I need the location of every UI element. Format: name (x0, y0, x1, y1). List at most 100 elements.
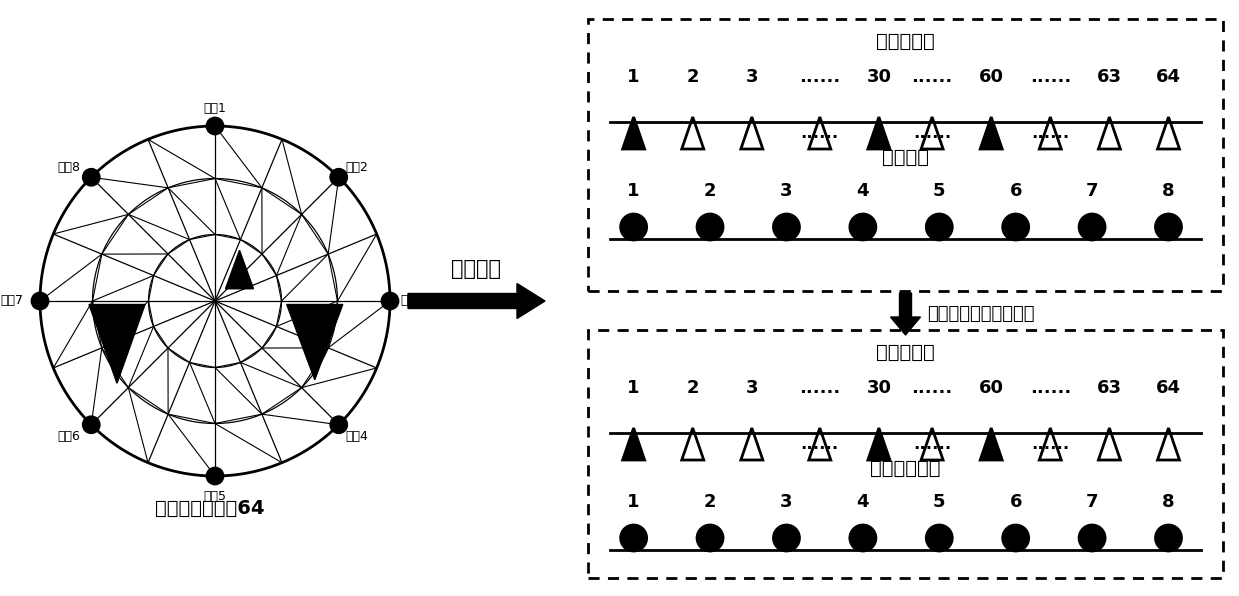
Text: 天线阵元编号: 天线阵元编号 (870, 458, 940, 477)
Circle shape (32, 293, 48, 309)
Text: 64: 64 (1156, 68, 1181, 86)
Text: ......: ...... (913, 435, 952, 453)
Text: 3: 3 (781, 182, 793, 200)
Circle shape (773, 214, 799, 240)
Text: 有限元剖分数为64: 有限元剖分数为64 (155, 498, 265, 517)
Bar (589, 19, 1223, 291)
Text: ......: ...... (1031, 124, 1069, 142)
Circle shape (850, 525, 876, 551)
Text: ......: ...... (799, 379, 840, 397)
Text: 1: 1 (627, 379, 639, 397)
Circle shape (331, 169, 347, 185)
Polygon shape (741, 117, 763, 149)
Polygon shape (980, 117, 1002, 149)
Text: 电极4: 电极4 (346, 430, 368, 443)
Text: ......: ...... (912, 68, 953, 86)
Text: 电极6: 电极6 (58, 430, 81, 443)
Text: ......: ...... (912, 379, 953, 397)
Circle shape (1002, 525, 1028, 551)
Text: 电极2: 电极2 (346, 161, 368, 174)
Text: 6: 6 (1010, 182, 1022, 200)
Text: 电极5: 电极5 (203, 489, 227, 502)
Polygon shape (681, 428, 704, 460)
Polygon shape (741, 428, 763, 460)
Text: 电极3: 电极3 (400, 294, 424, 308)
Text: 7: 7 (1085, 493, 1098, 511)
Polygon shape (225, 250, 254, 288)
Text: 4: 4 (856, 493, 869, 511)
Circle shape (83, 169, 99, 185)
Text: ......: ...... (1030, 379, 1070, 397)
Circle shape (207, 118, 223, 134)
Text: 电极1: 电极1 (203, 103, 227, 116)
Polygon shape (809, 428, 831, 460)
Circle shape (1156, 525, 1182, 551)
Circle shape (331, 417, 347, 433)
Polygon shape (89, 305, 145, 383)
Text: 2: 2 (704, 182, 716, 200)
Polygon shape (921, 428, 943, 460)
Text: 3: 3 (746, 379, 758, 397)
Polygon shape (1157, 428, 1180, 460)
Circle shape (1079, 525, 1105, 551)
Text: 63: 63 (1097, 379, 1121, 397)
Polygon shape (1040, 117, 1062, 149)
Text: 7: 7 (1085, 182, 1098, 200)
Polygon shape (921, 117, 943, 149)
Polygon shape (1099, 428, 1120, 460)
Text: 8: 8 (1162, 182, 1175, 200)
Text: 8: 8 (1162, 493, 1175, 511)
Circle shape (621, 525, 647, 551)
Text: ......: ...... (913, 124, 952, 142)
Text: 电极编号: 电极编号 (882, 147, 929, 166)
Circle shape (1079, 214, 1105, 240)
Text: 3: 3 (781, 493, 793, 511)
Circle shape (621, 214, 647, 240)
Polygon shape (980, 428, 1002, 460)
FancyArrow shape (891, 293, 921, 335)
Text: 6: 6 (1010, 493, 1022, 511)
Circle shape (1156, 214, 1182, 240)
Text: 平铺展开: 平铺展开 (451, 259, 502, 279)
Text: ......: ...... (1030, 68, 1070, 86)
Text: 5: 5 (933, 493, 945, 511)
Circle shape (83, 417, 99, 433)
Polygon shape (1099, 117, 1120, 149)
Polygon shape (623, 428, 644, 460)
Polygon shape (809, 117, 831, 149)
Text: 1: 1 (627, 68, 639, 86)
Text: 30: 30 (866, 379, 891, 397)
Text: 4: 4 (856, 182, 869, 200)
Text: ......: ...... (800, 435, 839, 453)
Text: ......: ...... (800, 124, 839, 142)
FancyArrow shape (408, 284, 545, 318)
Text: 信号源编号: 信号源编号 (876, 343, 935, 362)
Polygon shape (681, 117, 704, 149)
Text: 60: 60 (979, 379, 1004, 397)
Circle shape (207, 468, 223, 484)
Polygon shape (867, 117, 890, 149)
Text: 引入空间谱估计系统中: 引入空间谱估计系统中 (928, 305, 1035, 323)
Text: 1: 1 (627, 182, 639, 200)
Text: ......: ...... (799, 68, 840, 86)
Circle shape (698, 525, 724, 551)
Circle shape (382, 293, 398, 309)
Text: 电极7: 电极7 (0, 294, 24, 308)
Circle shape (850, 214, 876, 240)
Polygon shape (1040, 428, 1062, 460)
Polygon shape (623, 117, 644, 149)
Polygon shape (1157, 117, 1180, 149)
Text: 64: 64 (1156, 379, 1181, 397)
Text: 像素块编号: 像素块编号 (876, 32, 935, 51)
Text: 60: 60 (979, 68, 1004, 86)
Text: 2: 2 (704, 493, 716, 511)
Text: 2: 2 (686, 379, 699, 397)
Text: 2: 2 (686, 68, 699, 86)
Text: ......: ...... (1031, 435, 1069, 453)
Bar (589, 330, 1223, 578)
Text: 63: 63 (1097, 68, 1121, 86)
Text: 5: 5 (933, 182, 945, 200)
Circle shape (1002, 214, 1028, 240)
Circle shape (698, 214, 724, 240)
Text: 1: 1 (627, 493, 639, 511)
